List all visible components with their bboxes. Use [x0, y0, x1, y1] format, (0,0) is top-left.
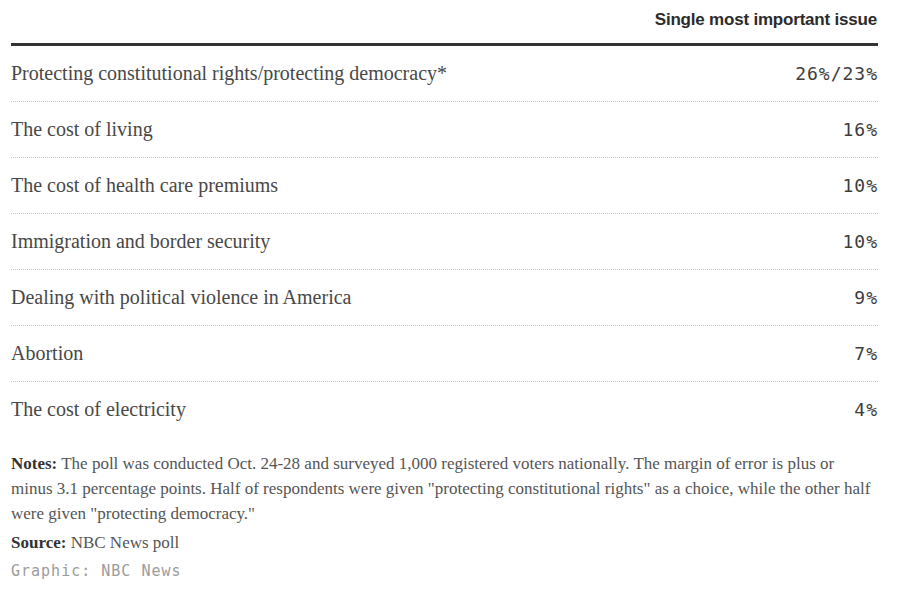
table-row: Dealing with political violence in Ameri…: [11, 270, 878, 326]
issue-label: Immigration and border security: [11, 229, 270, 254]
issue-value: 10%: [842, 231, 878, 252]
source-label: Source:: [11, 533, 66, 552]
poll-table: Protecting constitutional rights/protect…: [11, 46, 878, 437]
issue-label: The cost of health care premiums: [11, 173, 278, 198]
notes-text: The poll was conducted Oct. 24-28 and su…: [11, 454, 870, 523]
table-row: Abortion 7%: [11, 326, 878, 382]
graphic-credit: Graphic: NBC News: [11, 562, 878, 580]
issue-label: The cost of electricity: [11, 397, 186, 422]
issue-value: 9%: [854, 287, 878, 308]
issue-label: Dealing with political violence in Ameri…: [11, 285, 351, 310]
table-row: Immigration and border security 10%: [11, 214, 878, 270]
source-text: NBC News poll: [66, 533, 179, 552]
issue-label: Abortion: [11, 341, 83, 366]
issue-label: Protecting constitutional rights/protect…: [11, 61, 447, 86]
issue-value: 16%: [842, 119, 878, 140]
table-row: The cost of health care premiums 10%: [11, 158, 878, 214]
column-header: Single most important issue: [11, 0, 878, 46]
issue-value: 7%: [854, 343, 878, 364]
poll-table-graphic: Single most important issue Protecting c…: [0, 0, 900, 580]
notes-label: Notes:: [11, 454, 57, 473]
table-row: Protecting constitutional rights/protect…: [11, 46, 878, 102]
notes-paragraph: Notes: The poll was conducted Oct. 24-28…: [11, 451, 877, 526]
table-row: The cost of electricity 4%: [11, 382, 878, 437]
table-row: The cost of living 16%: [11, 102, 878, 158]
issue-value: 26%/23%: [795, 63, 878, 84]
issue-value: 4%: [854, 399, 878, 420]
issue-value: 10%: [842, 175, 878, 196]
source-line: Source: NBC News poll: [11, 530, 878, 555]
footer: Notes: The poll was conducted Oct. 24-28…: [11, 451, 878, 580]
issue-label: The cost of living: [11, 117, 153, 142]
